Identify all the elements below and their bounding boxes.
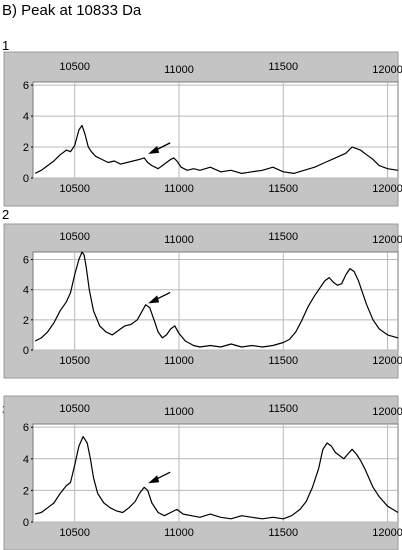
- y-tick-label: 6: [23, 255, 29, 267]
- x-tick-label-top: 11500: [268, 61, 298, 73]
- spectrum-line: [34, 436, 399, 520]
- x-tick-label-top: 10500: [59, 403, 90, 415]
- x-tick-label-bottom: 12000: [372, 527, 402, 539]
- x-tick-label-top: 11000: [164, 234, 194, 246]
- plot-area: [32, 251, 399, 351]
- x-tick-label-bottom: 12000: [372, 355, 402, 367]
- y-tick-label: 6: [23, 422, 29, 434]
- arrow-head: [148, 145, 160, 154]
- y-tick-label: 4: [23, 285, 29, 297]
- x-tick-label-bottom: 11000: [164, 527, 194, 539]
- arrow-head: [148, 475, 160, 484]
- arrow-head: [148, 295, 160, 304]
- x-tick-label-bottom: 11000: [164, 183, 194, 195]
- x-tick-label-bottom: 10500: [59, 527, 90, 539]
- x-tick-label-top: 12000: [372, 64, 402, 76]
- figure-title: B) Peak at 10833 Da: [2, 2, 142, 19]
- spectrum-line: [34, 251, 399, 348]
- y-tick-label: 2: [23, 485, 29, 497]
- x-tick-label-top: 10500: [59, 61, 90, 73]
- y-tick-label: 4: [23, 111, 29, 123]
- y-tick-label: 4: [23, 454, 29, 466]
- x-tick-label-top: 11500: [268, 403, 298, 415]
- x-tick-label-bottom: 11500: [268, 183, 298, 195]
- x-tick-label-bottom: 12000: [372, 183, 402, 195]
- x-tick-label-bottom: 11500: [268, 527, 298, 539]
- panel-1: 1 10500 10500 11000 11000 11500 11500 12000 1200…: [2, 38, 402, 207]
- plot-area: [32, 81, 399, 179]
- y-tick-label: 0: [23, 345, 29, 357]
- y-tick-label: 6: [23, 80, 29, 92]
- x-tick-label-bottom: 10500: [59, 355, 90, 367]
- panel-label: 2: [2, 207, 9, 222]
- y-tick-label: 0: [23, 173, 29, 185]
- plot-area: [32, 423, 399, 523]
- x-tick-label-top: 12000: [372, 406, 402, 418]
- panel-2: 2 10500 10500 11000 11000 11500 11500 12000 1200…: [2, 207, 402, 379]
- x-tick-label-bottom: 11500: [268, 355, 298, 367]
- x-tick-label-top: 12000: [372, 234, 402, 246]
- x-tick-label-top: 11000: [164, 406, 194, 418]
- x-tick-label-bottom: 10500: [59, 183, 90, 195]
- x-tick-label-bottom: 11000: [164, 355, 194, 367]
- panel-label: 1: [2, 38, 9, 53]
- y-tick-label: 0: [23, 517, 29, 529]
- x-tick-label-top: 11500: [268, 231, 298, 243]
- panel-3: 3105001050011000110001150011500120001200…: [2, 395, 402, 550]
- x-tick-label-top: 11000: [164, 64, 194, 76]
- y-tick-label: 2: [23, 315, 29, 327]
- x-tick-label-top: 10500: [59, 231, 90, 243]
- y-tick-label: 2: [23, 142, 29, 154]
- spectrum-line: [34, 124, 399, 174]
